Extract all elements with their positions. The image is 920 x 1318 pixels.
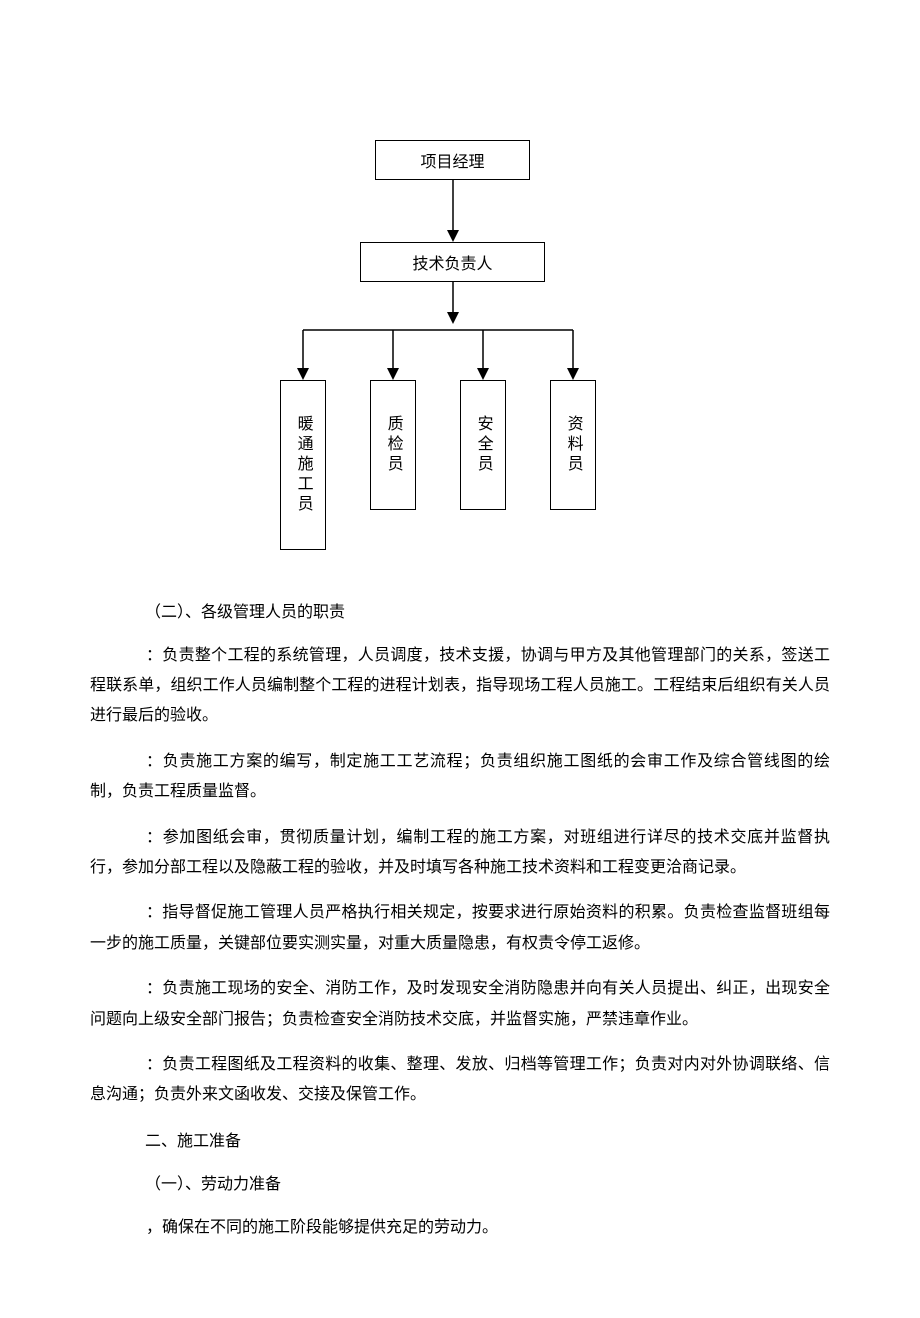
para-manager: ：负责整个工程的系统管理，人员调度，技术支援，协调与甲方及其他管理部门的关系，签… [90, 641, 830, 732]
para-quality-guide: ：指导督促施工管理人员严格执行相关规定，按要求进行原始资料的积累。负责检查监督班… [90, 898, 830, 959]
para-tech-lead: ：负责施工方案的编写，制定施工工艺流程；负责组织施工图纸的会审工作及综合管线图的… [90, 747, 830, 808]
para-drawing-review: ：参加图纸会审，贯彻质量计划，编制工程的施工方案，对班组进行详尽的技术交底并监督… [90, 823, 830, 884]
node-safety-officer: 安全员 [460, 380, 506, 510]
node-project-manager: 项目经理 [375, 140, 530, 180]
node-quality-inspector: 质检员 [370, 380, 416, 510]
document-content: （二）、各级管理人员的职责 ：负责整个工程的系统管理，人员调度，技术支援，协调与… [90, 600, 830, 1243]
org-flowchart: 项目经理 技术负责人 暖通施工员 质检员 安全员 资料员 [260, 140, 660, 550]
heading-labor: （一）、劳动力准备 [145, 1172, 830, 1198]
node-hvac-worker: 暖通施工员 [280, 380, 326, 550]
heading-responsibilities: （二）、各级管理人员的职责 [145, 600, 830, 626]
para-documents: ：负责工程图纸及工程资料的收集、整理、发放、归档等管理工作；负责对内对外协调联络… [90, 1050, 830, 1111]
heading-preparation: 二、施工准备 [145, 1129, 830, 1155]
node-document-officer: 资料员 [550, 380, 596, 510]
para-labor: ，确保在不同的施工阶段能够提供充足的劳动力。 [90, 1213, 830, 1243]
arrow-top-mid [446, 180, 460, 242]
para-safety: ：负责施工现场的安全、消防工作，及时发现安全消防隐患并向有关人员提出、纠正，出现… [90, 974, 830, 1035]
connector-branches [295, 282, 585, 380]
node-tech-lead: 技术负责人 [360, 242, 545, 282]
